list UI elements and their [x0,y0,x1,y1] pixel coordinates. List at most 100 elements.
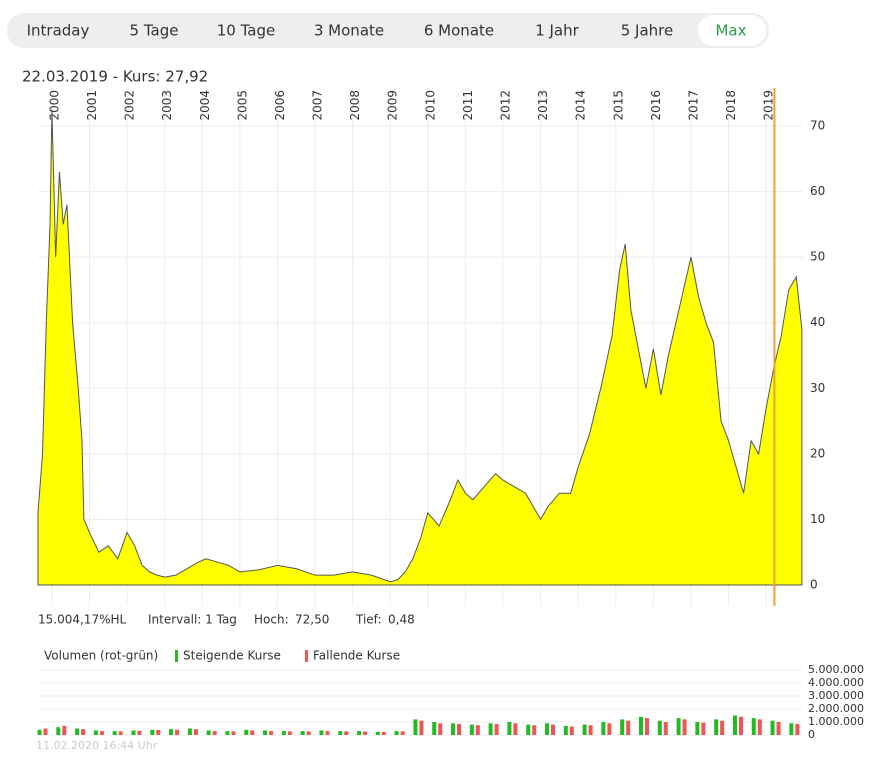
volume-bar [319,730,324,735]
legend-label: Steigende Kurse [183,649,281,663]
volume-bar [438,723,443,735]
y-tick-label: 0 [808,728,815,741]
volume-bar [738,716,743,735]
volume-bar [244,729,249,735]
volume-bar [419,720,424,735]
tab[interactable]: 10 Tage [217,22,275,40]
stat-high: 72,50 [295,613,329,627]
y-tick-label: 30 [810,381,825,395]
volume-bar [513,723,518,735]
volume-bar [175,729,180,735]
x-tick-label: 2013 [536,90,550,121]
stat-low: 0,48 [388,613,415,627]
tab[interactable]: 5 Tage [130,22,179,40]
volume-bar [695,722,700,735]
volume-bar [638,716,643,735]
volume-bar [118,731,123,735]
tab[interactable]: 3 Monate [314,22,384,40]
tab[interactable]: 5 Jahre [621,22,674,40]
stat-interval: Intervall: 1 Tag [148,613,237,627]
volume-bar [494,723,499,735]
x-tick-label: 2019 [762,90,776,121]
y-tick-label: 3.000.000 [808,689,864,702]
x-tick-label: 2016 [649,90,663,121]
volume-bar [432,722,437,735]
x-tick-label: 2001 [85,90,99,121]
volume-bar [281,731,286,735]
volume-bar [81,729,86,735]
volume-bar [770,720,775,735]
volume-bar [93,730,98,735]
x-tick-label: 2014 [574,90,588,121]
volume-bar [720,720,725,735]
volume-bar [212,731,217,735]
volume-bar [62,725,67,735]
volume-bar [563,725,568,735]
volume-bar [607,723,612,735]
timestamp: 11.02.2020 16:44 Uhr [36,739,158,752]
tab[interactable]: 1 Jahr [535,22,579,40]
volume-bar [150,729,155,735]
y-tick-label: 2.000.000 [808,702,864,715]
tab[interactable]: Max [715,22,746,40]
legend-swatch [175,650,178,662]
volume-bar [601,722,606,735]
volume-bar [413,719,418,735]
volume-bar [732,715,737,735]
stat-high-label: Hoch: [254,613,289,627]
volume-bar [757,719,762,735]
tab-active-bg [698,15,766,46]
volume-bar [588,725,593,735]
volume-bar [751,718,756,735]
volume-bar [75,728,80,735]
x-tick-label: 2018 [724,90,738,121]
x-tick-label: 2017 [686,90,700,121]
volume-bar [156,730,161,735]
x-tick-label: 2003 [160,90,174,121]
volume-bar [475,725,480,735]
x-tick-label: 2008 [348,90,362,121]
volume-bar [112,731,117,735]
tab[interactable]: 6 Monate [424,22,494,40]
volume-bar [225,731,230,735]
x-tick-label: 2002 [123,90,137,121]
volume-bar [344,731,349,735]
volume-bar [56,727,61,735]
price-area [37,109,803,586]
volume-bar [776,722,781,735]
volume-bar [682,719,687,735]
volume-bar [394,731,399,735]
volume-bar [795,723,800,735]
x-tick-label: 2015 [611,90,625,121]
volume-bar [551,724,556,735]
volume-bar [714,719,719,735]
price-title: 22.03.2019 - Kurs: 27,92 [22,68,208,86]
volume-bar [306,731,311,735]
volume-bar [400,731,405,735]
legend-swatch [305,650,308,662]
y-tick-label: 70 [810,119,825,133]
y-tick-label: 20 [810,446,825,460]
y-tick-label: 40 [810,315,825,329]
y-tick-label: 4.000.000 [808,676,864,689]
volume-bar [287,731,292,735]
volume-bar [187,728,192,735]
volume-bar [363,731,368,735]
volume-bar [657,720,662,735]
stat-low-label: Tief: [355,613,382,627]
volume-bar [325,731,330,735]
volume-bar [532,725,537,735]
volume-bar [582,724,587,735]
volume-bar [457,723,462,735]
x-tick-label: 2004 [198,90,212,121]
x-tick-label: 2009 [386,90,400,121]
volume-bar [131,730,136,735]
y-tick-label: 50 [810,250,825,264]
x-tick-label: 2007 [311,90,325,121]
volume-bar [357,731,362,735]
y-tick-label: 5.000.000 [808,663,864,676]
volume-bar [375,731,380,735]
x-tick-label: 2005 [235,90,249,121]
tab[interactable]: Intraday [27,22,90,40]
